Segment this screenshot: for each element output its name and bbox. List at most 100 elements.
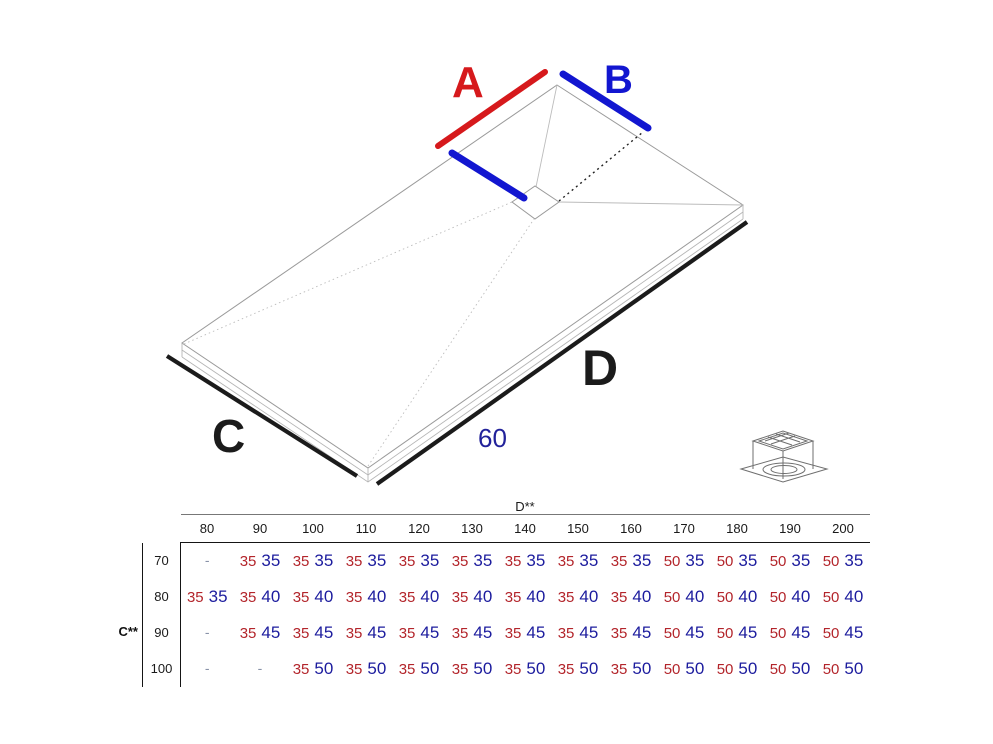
value-a: 50 <box>822 624 840 642</box>
value-a: 50 <box>769 588 787 606</box>
col-header: 130 <box>445 514 499 543</box>
size-cell: 35 50 <box>393 651 446 687</box>
value-b: 35 <box>632 550 652 570</box>
value-a: 50 <box>663 624 681 642</box>
value-b: 45 <box>579 622 599 642</box>
value-b: 50 <box>632 658 652 678</box>
size-cell: 50 40 <box>817 579 870 615</box>
value-a: 35 <box>398 552 416 570</box>
value-b: 50 <box>685 658 705 678</box>
value-b: 35 <box>314 550 334 570</box>
size-table-body: 70-35 35 35 35 35 35 35 35 35 35 35 35 35 35 35 35 50 35 5… <box>142 542 870 687</box>
value-b: 35 <box>579 550 599 570</box>
value-a: 35 <box>345 624 363 642</box>
value-a: 35 <box>504 552 522 570</box>
value-a: 35 <box>451 588 469 606</box>
tray-base-edge <box>181 218 744 483</box>
value-b: 40 <box>526 586 546 606</box>
value-a: 35 <box>292 588 310 606</box>
size-cell: 35 40 <box>287 579 340 615</box>
tray-corner-verticals <box>181 205 744 482</box>
size-cell: 35 40 <box>446 579 499 615</box>
tray-lip-edge <box>181 211 744 476</box>
col-header: 160 <box>604 514 658 543</box>
spacer-cell <box>143 495 181 515</box>
value-b: 50 <box>367 658 387 678</box>
value-b: 50 <box>420 658 440 678</box>
value-a: 35 <box>239 552 257 570</box>
size-cell: 50 50 <box>658 651 711 687</box>
value-a: 50 <box>769 552 787 570</box>
size-cell: - <box>181 651 234 687</box>
crease-top <box>535 84 558 188</box>
size-cell: 50 45 <box>764 615 817 651</box>
value-a: 35 <box>292 552 310 570</box>
value-b: 45 <box>473 622 493 642</box>
value-a: 50 <box>716 624 734 642</box>
dimension-line-a <box>435 69 548 149</box>
value-b: 40 <box>685 586 705 606</box>
size-cell: 50 35 <box>658 543 711 579</box>
value-b: 35 <box>473 550 493 570</box>
value-a: 35 <box>504 660 522 678</box>
row-group-label: C** <box>118 624 138 639</box>
row-header: 80 <box>142 578 181 615</box>
value-b: 45 <box>791 622 811 642</box>
value-b: 45 <box>261 622 281 642</box>
size-cell: 35 40 <box>552 579 605 615</box>
value-b: 50 <box>473 658 493 678</box>
value-a: 35 <box>398 660 416 678</box>
size-cell: 35 45 <box>340 615 393 651</box>
size-cell: 35 50 <box>340 651 393 687</box>
value-a: 50 <box>663 552 681 570</box>
value-b: 35 <box>685 550 705 570</box>
size-cell: 35 35 <box>234 543 287 579</box>
col-header: 100 <box>286 514 340 543</box>
dimension-line-d <box>375 220 749 486</box>
spacer-cell <box>143 515 181 543</box>
value-a: 35 <box>398 588 416 606</box>
col-header-row: 80 90 100 110 120 130 140 150 160 170 180 190 200 <box>143 514 870 543</box>
value-a: 35 <box>451 624 469 642</box>
crease-bottom <box>367 218 535 467</box>
value-a: 50 <box>822 552 840 570</box>
dimension-line-c <box>165 354 359 478</box>
size-cell: 35 35 <box>181 579 234 615</box>
value-a: 35 <box>186 588 204 606</box>
tray-top-face <box>181 84 744 469</box>
value-a: 35 <box>557 624 575 642</box>
size-cell: 35 35 <box>605 543 658 579</box>
size-cell: 35 40 <box>340 579 393 615</box>
value-b: 35 <box>791 550 811 570</box>
value-a: 50 <box>716 552 734 570</box>
value-a: 35 <box>292 660 310 678</box>
size-cell: 35 35 <box>552 543 605 579</box>
size-cell: 35 45 <box>287 615 340 651</box>
empty-value: - <box>204 659 210 676</box>
col-header: 120 <box>392 514 446 543</box>
value-b: 35 <box>844 550 864 570</box>
value-b: 50 <box>579 658 599 678</box>
size-cell: 50 35 <box>764 543 817 579</box>
table-row: 70-35 35 35 35 35 35 35 35 35 35 35 35 35 35 35 35 50 35 5… <box>142 542 870 579</box>
col-header: 170 <box>657 514 711 543</box>
size-cell: - <box>181 543 234 579</box>
size-cell: 50 35 <box>817 543 870 579</box>
size-cell: 35 50 <box>287 651 340 687</box>
value-b: 40 <box>632 586 652 606</box>
value-b: 50 <box>738 658 758 678</box>
value-b: 45 <box>738 622 758 642</box>
col-header: 110 <box>339 514 393 543</box>
value-a: 35 <box>610 588 628 606</box>
row-header: 70 <box>142 542 181 579</box>
value-b: 40 <box>314 586 334 606</box>
size-cell: 35 40 <box>234 579 287 615</box>
value-a: 50 <box>716 660 734 678</box>
col-header: 90 <box>233 514 287 543</box>
row-header: 100 <box>142 650 181 687</box>
value-b: 35 <box>420 550 440 570</box>
size-cell: 50 35 <box>711 543 764 579</box>
drain-measure-dashed-line <box>558 131 644 202</box>
